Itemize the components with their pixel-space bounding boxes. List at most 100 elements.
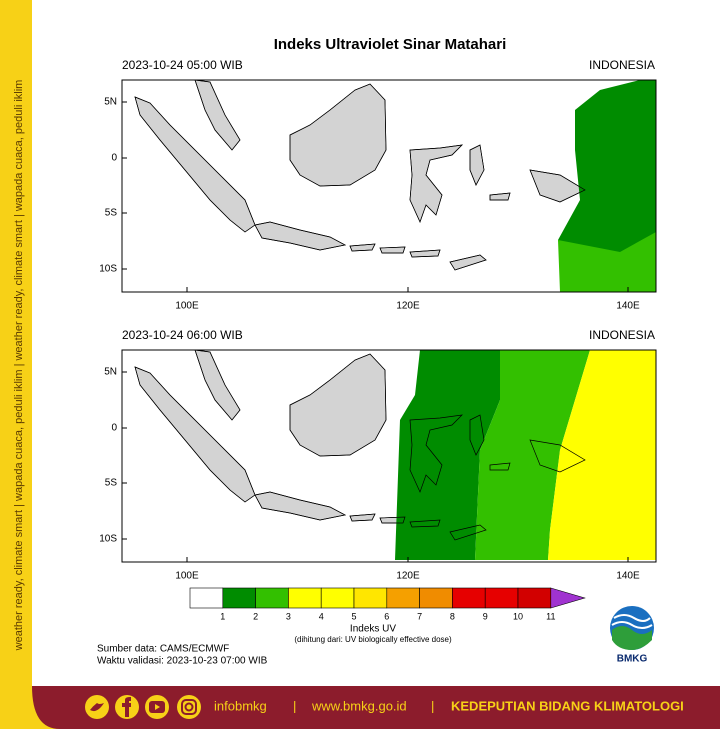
footer-dept: KEDEPUTIAN BIDANG KLIMATOLOGI <box>451 698 684 713</box>
colorbar-tick-label: 10 <box>513 611 523 621</box>
colorbar-box <box>189 587 224 609</box>
footer-handle[interactable]: infobmkg <box>214 698 267 713</box>
lat-tick-label: 5N <box>104 97 117 108</box>
lat-tick-label: 0 <box>111 423 117 434</box>
logo: BMKG <box>610 606 654 665</box>
instagram-glyph <box>181 699 197 715</box>
colorbar-tick-label: 1 <box>220 611 225 621</box>
colorbar-arrow <box>550 587 586 609</box>
colorbar-note: (dihitung dari: UV biologically effectiv… <box>294 635 452 644</box>
island-outline <box>529 169 586 203</box>
map-panel: 2023-10-24 05:00 WIB INDONESIA 5N 0 5S 10S 100… <box>99 58 657 312</box>
colorbar-tick-label: 7 <box>417 611 422 621</box>
colorbar-box <box>320 587 355 609</box>
colorbar-tick-label: 3 <box>286 611 291 621</box>
side-text: weather ready, climate smart | wapada cu… <box>13 80 25 652</box>
lat-tick-label: 0 <box>111 153 117 164</box>
colorbar-box <box>419 587 453 609</box>
colorbar-box <box>517 587 552 609</box>
island-outline <box>194 79 241 151</box>
island-outline <box>254 221 347 251</box>
colorbar-box <box>255 587 289 609</box>
lat-tick-label: 10S <box>99 264 117 275</box>
twitter-glyph <box>90 703 104 712</box>
validity: Waktu validasi: 2023-10-23 07:00 WIB <box>97 656 268 667</box>
instagram-lens <box>184 702 194 712</box>
island-outline <box>409 414 463 493</box>
panel-region: INDONESIA <box>589 328 655 342</box>
lon-tick-label: 140E <box>616 301 640 312</box>
colorbar-tick-label: 8 <box>450 611 455 621</box>
colorbar-box <box>288 587 322 609</box>
island-outline <box>409 249 441 258</box>
map-frame <box>121 79 657 293</box>
lon-tick-label: 100E <box>175 301 199 312</box>
colorbar-tick-label: 6 <box>384 611 389 621</box>
lon-tick-label: 120E <box>396 301 420 312</box>
island-outline <box>134 96 256 233</box>
youtube-play <box>155 704 160 710</box>
panel-date: 2023-10-24 05:00 WIB <box>122 58 243 72</box>
island-outline <box>409 519 441 528</box>
island-outline <box>469 414 485 456</box>
island-outline <box>529 439 586 473</box>
instagram-icon[interactable] <box>177 695 201 719</box>
island-outline <box>489 462 511 471</box>
side-strip <box>0 0 32 729</box>
island-outline <box>489 192 511 201</box>
map-panel: 2023-10-24 06:00 WIB INDONESIA 5N 0 5S 10S 100… <box>99 328 657 582</box>
island-outline <box>134 366 256 503</box>
island-outline <box>194 349 241 421</box>
logo-land <box>612 626 652 650</box>
colorbar: 1 2 3 4 5 6 7 8 9 10 11 <box>189 587 586 621</box>
lat-tick-label: 5S <box>105 478 118 489</box>
footer-corner <box>32 686 60 729</box>
footer-url[interactable]: www.bmkg.go.id <box>311 698 407 713</box>
logo-wave <box>613 614 651 622</box>
island-outline <box>449 524 487 541</box>
facebook-glyph <box>122 697 131 717</box>
footer-separator: | <box>431 698 434 713</box>
map-frame <box>121 349 657 563</box>
title: Indeks Ultraviolet Sinar Matahari <box>274 36 507 53</box>
island-outline <box>379 516 406 524</box>
panel-date: 2023-10-24 06:00 WIB <box>122 328 243 342</box>
colorbar-tick-label: 5 <box>351 611 356 621</box>
logo-text: BMKG <box>617 654 648 665</box>
colorbar-box <box>386 587 420 609</box>
source: Sumber data: CAMS/ECMWF <box>97 644 229 655</box>
island-outline <box>254 491 347 521</box>
lat-tick-label: 10S <box>99 534 117 545</box>
lon-tick-label: 100E <box>175 571 199 582</box>
uv-area <box>558 232 656 292</box>
colorbar-tick-label: 9 <box>483 611 488 621</box>
uv-area <box>395 350 500 560</box>
colorbar-box <box>484 587 519 609</box>
lat-tick-label: 5S <box>105 208 118 219</box>
uv-area <box>558 80 656 292</box>
colorbar-box <box>452 587 486 609</box>
colorbar-tick-label: 4 <box>319 611 324 621</box>
uv-area <box>475 350 590 560</box>
social-icons <box>85 695 201 719</box>
lon-tick-label: 140E <box>616 571 640 582</box>
lon-tick-label: 120E <box>396 571 420 582</box>
uv-area <box>548 350 656 560</box>
panel-region: INDONESIA <box>589 58 655 72</box>
island-outline <box>289 83 387 187</box>
island-outline <box>409 144 463 223</box>
colorbar-tick-label: 11 <box>546 611 555 621</box>
island-outline <box>349 513 376 522</box>
lat-tick-label: 5N <box>104 367 117 378</box>
island-outline <box>349 243 376 252</box>
island-outline <box>469 144 485 186</box>
logo-wave <box>611 621 653 629</box>
colorbar-box <box>222 587 256 609</box>
colorbar-tick-label: 2 <box>253 611 258 621</box>
island-outline <box>379 246 406 254</box>
footer-separator: | <box>293 698 296 713</box>
colorbar-box <box>353 587 388 609</box>
island-outline <box>449 254 487 271</box>
island-outline <box>289 353 387 457</box>
